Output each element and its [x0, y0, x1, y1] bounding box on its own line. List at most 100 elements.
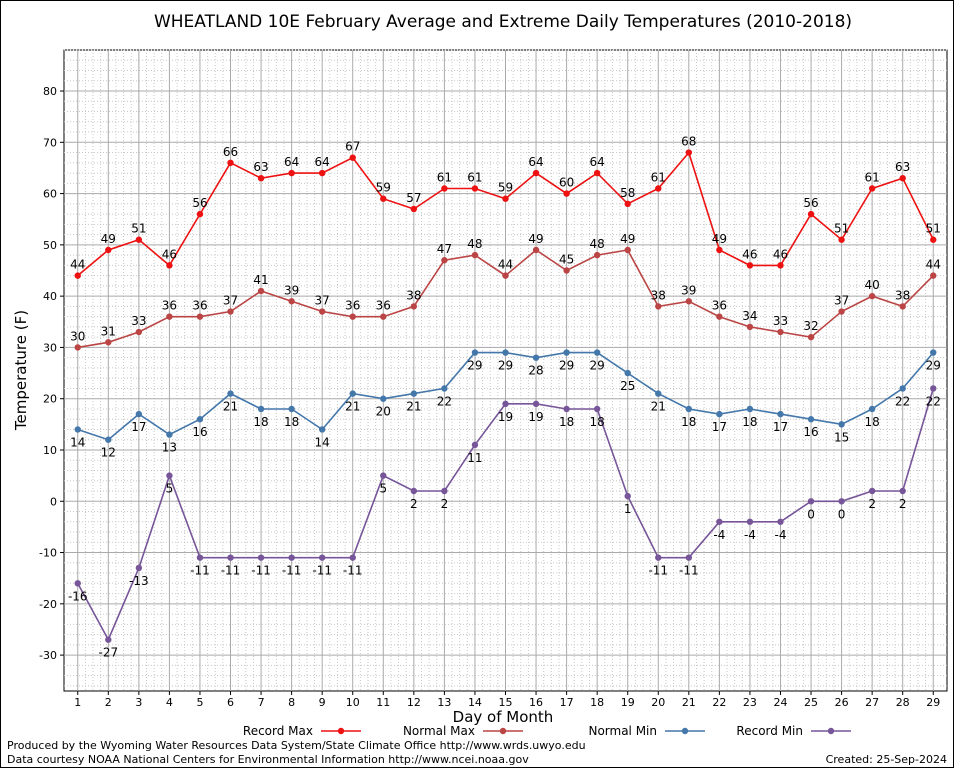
data-label: 5 [379, 482, 387, 496]
data-label: 25 [620, 379, 635, 393]
data-point [410, 303, 418, 310]
data-point [716, 313, 723, 320]
data-point [441, 385, 448, 392]
data-point [410, 205, 418, 213]
data-point [471, 251, 479, 259]
data-label: 44 [70, 258, 85, 272]
data-label: 45 [559, 253, 574, 267]
data-point [471, 441, 479, 449]
x-tick-label: 2 [105, 696, 112, 709]
x-tick-label: 27 [865, 696, 879, 709]
data-label: 61 [865, 170, 880, 184]
y-tick-label: 80 [43, 85, 57, 98]
data-label: -11 [648, 564, 668, 578]
data-label: 1 [624, 502, 632, 516]
x-tick-label: 21 [682, 696, 696, 709]
data-point [563, 405, 570, 413]
data-point [349, 154, 356, 161]
data-label: 61 [437, 170, 452, 184]
data-point [441, 185, 448, 192]
data-point [532, 400, 540, 408]
data-point [257, 405, 265, 413]
data-point [135, 564, 143, 572]
data-label: -11 [312, 564, 332, 578]
data-label: 47 [437, 242, 452, 256]
data-point [380, 195, 387, 202]
legend-marker [499, 727, 507, 735]
data-label: 21 [345, 400, 360, 414]
data-point [74, 272, 81, 279]
data-label: 64 [590, 155, 605, 169]
legend-label: Record Min [736, 724, 803, 738]
y-tick-label: 30 [43, 341, 57, 354]
data-point [349, 390, 356, 397]
x-tick-label: 17 [560, 696, 574, 709]
data-point [899, 303, 906, 310]
data-point [532, 354, 540, 361]
data-point [471, 185, 479, 192]
data-label: 36 [162, 299, 177, 313]
data-point [624, 246, 631, 254]
data-label: 36 [712, 299, 727, 313]
data-label: 21 [223, 400, 238, 414]
legend-label: Normal Max [403, 724, 475, 738]
data-label: 59 [376, 181, 391, 195]
data-point [196, 210, 204, 218]
x-tick-label: 14 [468, 696, 482, 709]
data-point [349, 313, 356, 320]
data-label: 51 [131, 222, 146, 236]
legend-item: Record Max [243, 724, 361, 738]
data-point [563, 267, 570, 274]
data-point [532, 246, 540, 254]
data-label: 56 [192, 196, 207, 210]
data-label: 49 [528, 232, 543, 246]
data-point [746, 323, 754, 331]
data-label: 2 [899, 497, 907, 511]
data-point [380, 395, 387, 402]
data-label: -4 [744, 528, 756, 542]
data-label: 60 [559, 176, 574, 190]
data-label: 61 [467, 170, 482, 184]
data-point [868, 292, 876, 300]
data-point [807, 333, 815, 341]
data-label: 34 [742, 309, 757, 323]
data-label: 63 [253, 160, 268, 174]
data-label: 33 [131, 314, 146, 328]
data-point [685, 298, 693, 305]
data-point [441, 487, 448, 495]
data-point [502, 400, 509, 408]
data-label: 41 [253, 273, 268, 287]
data-point [655, 185, 662, 192]
data-label: 46 [773, 247, 788, 261]
data-point [166, 313, 173, 320]
data-point [166, 262, 173, 269]
x-tick-label: 16 [529, 696, 543, 709]
data-label: 18 [865, 415, 880, 429]
x-tick-label: 1 [74, 696, 81, 709]
y-axis-label: Temperature (F) [12, 310, 30, 431]
data-point [807, 498, 815, 505]
data-label: 64 [315, 155, 330, 169]
data-point [899, 487, 906, 495]
data-label: 11 [467, 451, 482, 465]
data-point [593, 251, 601, 259]
data-label: 18 [742, 415, 757, 429]
x-tick-label: 7 [258, 696, 265, 709]
data-point [777, 410, 784, 418]
grid-lines [64, 49, 947, 691]
x-axis-label: Day of Month [453, 708, 554, 726]
data-label: 22 [895, 394, 910, 408]
data-point [807, 210, 815, 218]
data-point [380, 313, 387, 320]
data-point [807, 416, 815, 423]
data-point [868, 405, 876, 413]
data-label: -11 [190, 564, 210, 578]
data-label: -11 [251, 564, 271, 578]
data-point [838, 308, 845, 315]
data-point [288, 405, 295, 413]
data-label: 37 [834, 294, 849, 308]
data-point [868, 185, 876, 192]
data-label: 36 [345, 299, 360, 313]
data-point [196, 313, 204, 320]
data-label: 37 [223, 294, 238, 308]
